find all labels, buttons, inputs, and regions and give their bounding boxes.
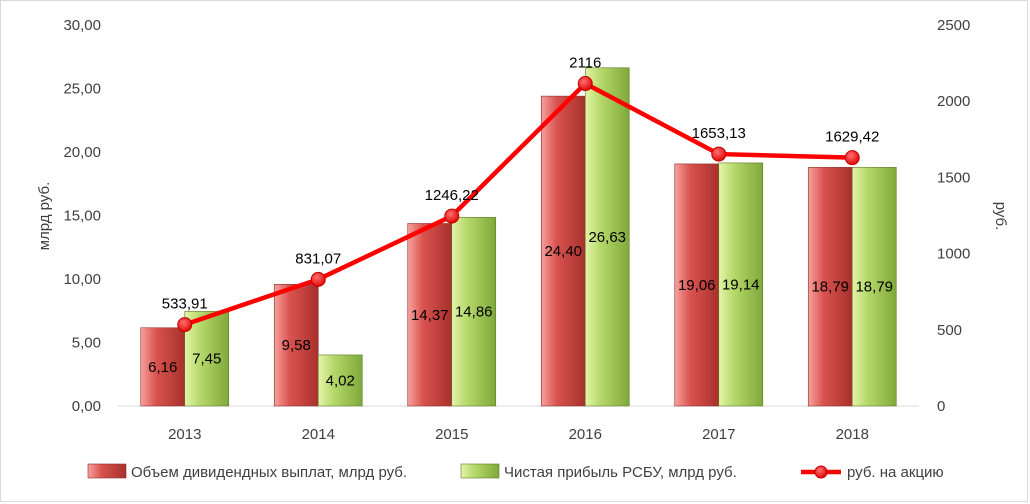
line-marker-per-share: [177, 317, 193, 333]
bar-dividends: [407, 223, 453, 407]
x-axis-tick-label: 2013: [168, 426, 201, 443]
bar-data-label: 6,16: [148, 359, 177, 376]
legend-label-net-profit: Чистая прибыль РСБУ, млрд руб.: [504, 464, 737, 481]
bar-data-label: 26,63: [588, 229, 626, 246]
bar-net-profit: [584, 67, 630, 407]
bar-data-label: 18,79: [811, 279, 849, 296]
y-axis-title: млрд руб.: [36, 182, 53, 251]
line-data-label: 1629,42: [825, 129, 879, 146]
y-axis-tick-label: 5,00: [72, 335, 101, 352]
line-data-label: 1246,22: [425, 187, 479, 204]
line-data-label: 2116: [569, 55, 601, 72]
legend-label-per-share: руб. на акцию: [847, 464, 944, 481]
y-axis-tick-label: 0,00: [72, 398, 101, 415]
y2-axis-tick-label: 2500: [937, 17, 970, 34]
y2-axis-tick-label: 2000: [937, 93, 970, 110]
bar-net-profit: [718, 162, 764, 407]
y-axis-tick-label: 30,00: [63, 17, 101, 34]
line-data-label: 831,07: [295, 250, 341, 267]
y2-axis-tick-label: 1500: [937, 169, 970, 186]
legend-swatch-net-profit: [460, 463, 500, 479]
bar-net-profit: [317, 354, 363, 407]
bar-data-label: 9,58: [282, 337, 311, 354]
x-axis-tick-label: 2014: [302, 426, 335, 443]
line-data-label: 533,91: [162, 296, 208, 313]
legend-label-dividends: Объем дивидендных выплат, млрд руб.: [131, 464, 407, 481]
x-axis-tick-label: 2018: [836, 426, 869, 443]
y-axis-tick-label: 15,00: [63, 208, 101, 225]
bar-net-profit: [851, 167, 897, 407]
bar-data-label: 14,37: [411, 307, 449, 324]
bar-net-profit: [451, 216, 497, 407]
y-axis-tick-label: 10,00: [63, 271, 101, 288]
legend-swatch-dividends: [87, 463, 127, 479]
y-axis-tick-label: 20,00: [63, 144, 101, 161]
line-marker-per-share: [444, 208, 460, 224]
bar-dividends: [807, 167, 853, 407]
y-axis-tick-label: 25,00: [63, 81, 101, 98]
bar-data-label: 14,86: [455, 304, 493, 321]
line-marker-per-share: [310, 271, 326, 287]
bar-data-label: 4,02: [326, 372, 355, 389]
bar-data-label: 18,79: [855, 279, 893, 296]
line-marker-per-share: [711, 146, 727, 162]
bar-data-label: 7,45: [192, 351, 221, 368]
bar-data-label: 19,06: [678, 277, 716, 294]
x-axis-tick-label: 2017: [702, 426, 735, 443]
y2-axis-tick-label: 500: [937, 322, 962, 339]
line-data-label: 1653,13: [692, 125, 746, 142]
x-axis-tick-label: 2016: [569, 426, 602, 443]
line-per-share: [184, 81, 853, 327]
line-marker-per-share: [844, 150, 860, 166]
x-axis-tick-label: 2015: [435, 426, 468, 443]
bar-dividends: [140, 327, 186, 407]
legend-marker-per-share: [814, 465, 828, 479]
y2-axis-tick-label: 0: [937, 398, 945, 415]
bar-data-label: 19,14: [722, 276, 760, 293]
line-marker-per-share: [577, 76, 593, 92]
y2-axis-tick-label: 1000: [937, 246, 970, 263]
y2-axis-title: руб.: [992, 202, 1009, 231]
bar-dividends: [273, 284, 319, 407]
bar-data-label: 24,40: [544, 243, 582, 260]
bar-net-profit: [184, 311, 230, 407]
